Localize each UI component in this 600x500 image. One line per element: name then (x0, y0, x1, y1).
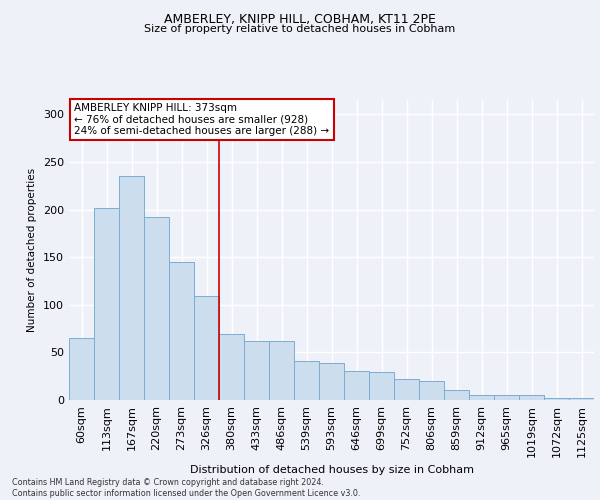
Bar (519, 395, 544, 400)
Bar (144, 217, 169, 400)
Bar (344, 372, 369, 400)
Bar (369, 372, 394, 400)
Bar (494, 395, 519, 400)
X-axis label: Distribution of detached houses by size in Cobham: Distribution of detached houses by size … (190, 465, 473, 475)
Bar (219, 334, 244, 400)
Bar (119, 176, 144, 400)
Bar (244, 341, 269, 400)
Bar (69, 338, 94, 400)
Text: AMBERLEY, KNIPP HILL, COBHAM, KT11 2PE: AMBERLEY, KNIPP HILL, COBHAM, KT11 2PE (164, 12, 436, 26)
Text: AMBERLEY KNIPP HILL: 373sqm
← 76% of detached houses are smaller (928)
24% of se: AMBERLEY KNIPP HILL: 373sqm ← 76% of det… (74, 103, 329, 136)
Text: Size of property relative to detached houses in Cobham: Size of property relative to detached ho… (145, 24, 455, 34)
Bar (394, 379, 419, 400)
Bar (169, 262, 194, 400)
Bar (294, 361, 319, 400)
Bar (319, 363, 344, 400)
Text: Contains HM Land Registry data © Crown copyright and database right 2024.
Contai: Contains HM Land Registry data © Crown c… (12, 478, 361, 498)
Bar (194, 296, 219, 400)
Bar (444, 390, 469, 400)
Bar (94, 208, 119, 400)
Bar (469, 395, 494, 400)
Bar (544, 398, 569, 400)
Bar (419, 381, 444, 400)
Y-axis label: Number of detached properties: Number of detached properties (28, 168, 37, 332)
Bar (269, 341, 294, 400)
Bar (569, 398, 594, 400)
